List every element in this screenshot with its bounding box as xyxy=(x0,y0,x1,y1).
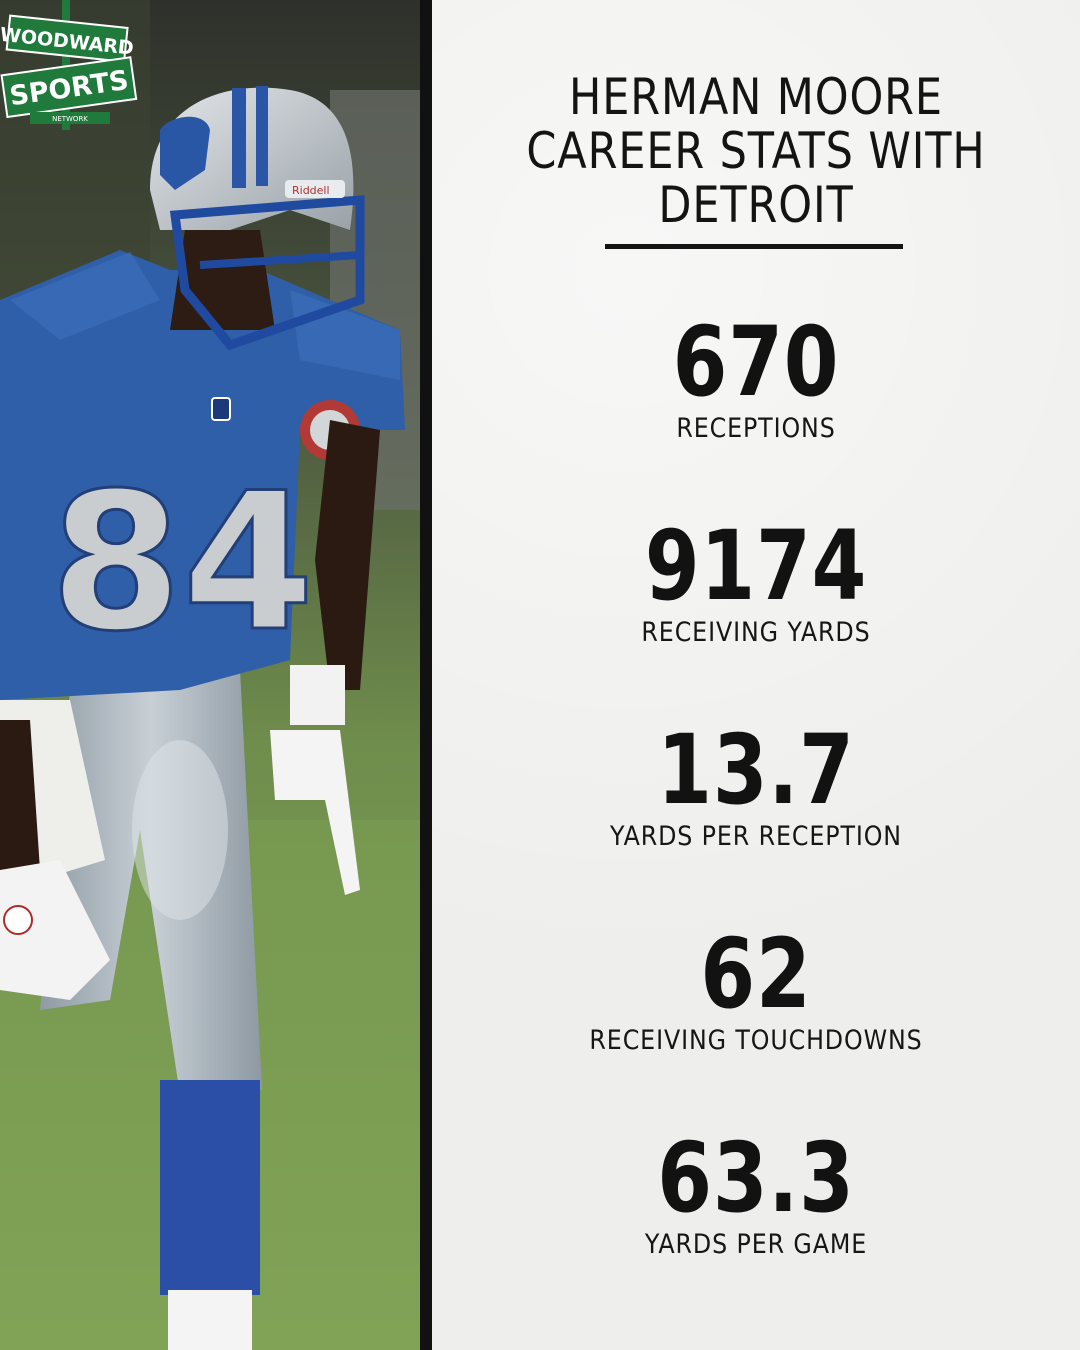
stat-value: 670 xyxy=(672,306,840,418)
stat-yards-per-reception: 13.7 YARDS PER RECEPTION xyxy=(432,720,1080,852)
graphic-title: HERMAN MOORE CAREER STATS WITH DETROIT xyxy=(477,70,1034,232)
stat-label: YARDS PER GAME xyxy=(644,1229,868,1260)
logo-line-network: NETWORK xyxy=(52,115,88,123)
stat-value: 63.3 xyxy=(657,1122,855,1234)
player-photo: 84 Riddell xyxy=(0,0,420,1350)
stat-value: 13.7 xyxy=(657,714,855,826)
title-line-1: HERMAN MOORE xyxy=(569,68,943,126)
jersey-number: 84 xyxy=(50,452,314,673)
panel-divider xyxy=(420,0,432,1350)
stat-value: 9174 xyxy=(644,510,868,622)
title-line-2: CAREER STATS WITH xyxy=(526,122,986,180)
stat-label: RECEPTIONS xyxy=(676,413,836,444)
stat-receptions: 670 RECEPTIONS xyxy=(432,312,1080,444)
title-line-3: DETROIT xyxy=(658,176,854,234)
helmet-brand: Riddell xyxy=(292,184,330,197)
woodward-sports-logo: WOODWARD SPORTS NETWORK xyxy=(0,0,138,130)
stat-value: 62 xyxy=(700,918,812,1030)
stat-receiving-touchdowns: 62 RECEIVING TOUCHDOWNS xyxy=(432,924,1080,1056)
stat-label: RECEIVING TOUCHDOWNS xyxy=(589,1025,923,1056)
stats-panel: HERMAN MOORE CAREER STATS WITH DETROIT 6… xyxy=(432,0,1080,1350)
stat-yards-per-game: 63.3 YARDS PER GAME xyxy=(432,1128,1080,1260)
stat-receiving-yards: 9174 RECEIVING YARDS xyxy=(432,516,1080,648)
stat-label: YARDS PER RECEPTION xyxy=(610,821,902,852)
title-underline xyxy=(605,244,903,249)
player-illustration: 84 Riddell xyxy=(0,0,420,1350)
stat-label: RECEIVING YARDS xyxy=(641,617,871,648)
